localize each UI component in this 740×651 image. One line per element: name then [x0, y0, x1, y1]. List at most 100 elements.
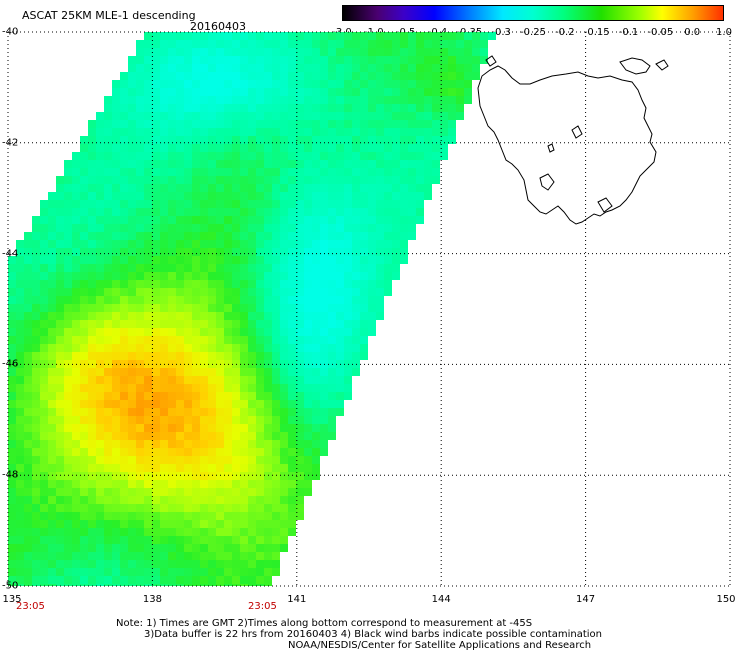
- swath-cell: [136, 168, 144, 176]
- swath-cell: [360, 128, 368, 136]
- swath-cell: [72, 432, 80, 440]
- swath-cell: [136, 520, 144, 528]
- swath-cell: [104, 200, 112, 208]
- swath-cell: [344, 144, 352, 152]
- swath-cell: [200, 152, 208, 160]
- swath-cell: [72, 272, 80, 280]
- swath-cell: [264, 320, 272, 328]
- swath-cell: [248, 128, 256, 136]
- swath-cell: [232, 272, 240, 280]
- swath-cell: [344, 328, 352, 336]
- swath-cell: [176, 304, 184, 312]
- swath-cell: [32, 272, 40, 280]
- swath-cell: [216, 488, 224, 496]
- swath-cell: [280, 120, 288, 128]
- swath-cell: [96, 456, 104, 464]
- swath-cell: [96, 376, 104, 384]
- swath-cell: [160, 336, 168, 344]
- swath-cell: [240, 144, 248, 152]
- swath-cell: [32, 536, 40, 544]
- swath-cell: [384, 184, 392, 192]
- swath-cell: [184, 256, 192, 264]
- swath-cell: [160, 248, 168, 256]
- swath-cell: [368, 144, 376, 152]
- swath-cell: [344, 160, 352, 168]
- swath-cell: [336, 384, 344, 392]
- swath-cell: [136, 112, 144, 120]
- swath-cell: [256, 376, 264, 384]
- swath-cell: [288, 488, 296, 496]
- swath-cell: [184, 216, 192, 224]
- swath-cell: [280, 392, 288, 400]
- swath-cell: [120, 344, 128, 352]
- swath-cell: [48, 288, 56, 296]
- swath-cell: [144, 208, 152, 216]
- swath-cell: [152, 256, 160, 264]
- swath-cell: [168, 176, 176, 184]
- swath-cell: [96, 128, 104, 136]
- swath-cell: [120, 440, 128, 448]
- swath-cell: [320, 312, 328, 320]
- swath-cell: [296, 176, 304, 184]
- swath-cell: [280, 32, 288, 40]
- swath-cell: [80, 456, 88, 464]
- swath-cell: [72, 496, 80, 504]
- swath-cell: [56, 184, 64, 192]
- swath-cell: [136, 200, 144, 208]
- swath-cell: [272, 136, 280, 144]
- swath-cell: [192, 240, 200, 248]
- swath-cell: [128, 280, 136, 288]
- swath-cell: [104, 176, 112, 184]
- swath-cell: [224, 128, 232, 136]
- swath-cell: [136, 544, 144, 552]
- swath-cell: [296, 296, 304, 304]
- swath-cell: [352, 160, 360, 168]
- swath-cell: [464, 64, 472, 72]
- swath-cell: [264, 304, 272, 312]
- swath-cell: [296, 240, 304, 248]
- swath-cell: [168, 512, 176, 520]
- swath-cell: [416, 208, 424, 216]
- swath-cell: [336, 224, 344, 232]
- swath-cell: [336, 136, 344, 144]
- swath-cell: [336, 96, 344, 104]
- swath-cell: [424, 48, 432, 56]
- swath-cell: [168, 256, 176, 264]
- swath-cell: [240, 504, 248, 512]
- swath-cell: [48, 480, 56, 488]
- swath-cell: [168, 312, 176, 320]
- swath-cell: [128, 496, 136, 504]
- swath-cell: [432, 104, 440, 112]
- swath-cell: [352, 64, 360, 72]
- swath-cell: [8, 544, 16, 552]
- swath-cell: [312, 248, 320, 256]
- swath-cell: [216, 104, 224, 112]
- swath-cell: [208, 352, 216, 360]
- swath-cell: [344, 208, 352, 216]
- swath-cell: [16, 272, 24, 280]
- swath-cell: [80, 168, 88, 176]
- swath-cell: [216, 400, 224, 408]
- swath-cell: [288, 344, 296, 352]
- swath-cell: [248, 296, 256, 304]
- swath-cell: [120, 488, 128, 496]
- swath-cell: [232, 312, 240, 320]
- swath-cell: [272, 248, 280, 256]
- swath-cell: [208, 152, 216, 160]
- swath-cell: [72, 368, 80, 376]
- swath-cell: [8, 584, 16, 586]
- swath-cell: [120, 336, 128, 344]
- swath-cell: [368, 32, 376, 40]
- swath-cell: [208, 528, 216, 536]
- swath-cell: [376, 264, 384, 272]
- swath-cell: [80, 424, 88, 432]
- swath-cell: [312, 208, 320, 216]
- swath-cell: [328, 120, 336, 128]
- swath-cell: [384, 200, 392, 208]
- swath-cell: [168, 496, 176, 504]
- swath-cell: [336, 240, 344, 248]
- swath-cell: [144, 560, 152, 568]
- swath-cell: [288, 48, 296, 56]
- swath-cell: [72, 448, 80, 456]
- swath-cell: [144, 200, 152, 208]
